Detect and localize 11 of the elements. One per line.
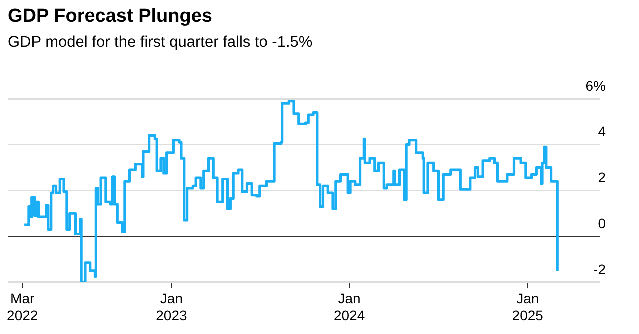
chart-title: GDP Forecast Plunges <box>8 6 212 28</box>
y-tick-label: -2 <box>594 261 606 278</box>
y-tick-label: 0 <box>598 215 606 232</box>
x-tick-label: Jan 2024 <box>334 290 366 324</box>
x-tick-label: Mar 2022 <box>7 290 38 324</box>
chart-subtitle: GDP model for the first quarter falls to -1.5% <box>8 34 313 52</box>
x-tick-label: Jan 2025 <box>512 290 544 324</box>
y-tick-label: 2 <box>598 170 606 186</box>
y-tick-label: 6% <box>586 78 606 94</box>
x-tick-label: Jan 2023 <box>156 290 188 324</box>
y-tick-label: 4 <box>598 124 606 140</box>
